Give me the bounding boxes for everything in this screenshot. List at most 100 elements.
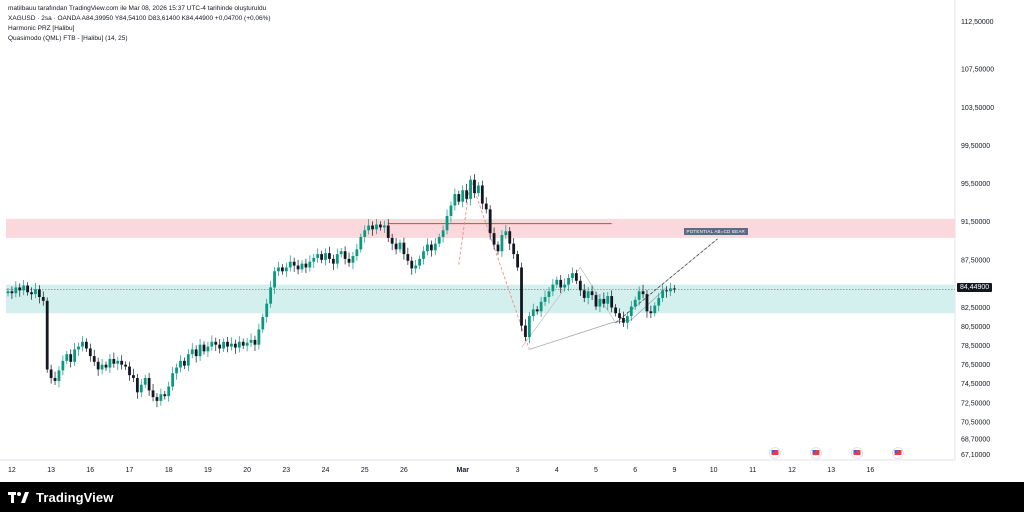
candle[interactable] [563,284,567,288]
candle[interactable] [112,358,116,364]
candle[interactable] [147,378,151,391]
candle[interactable] [520,267,523,326]
candle[interactable] [429,244,433,251]
candle[interactable] [355,249,359,257]
candle[interactable] [402,242,406,255]
candle[interactable] [516,254,519,268]
candle[interactable] [351,256,355,263]
candle[interactable] [590,291,594,296]
candle[interactable] [610,296,614,308]
candle[interactable] [633,299,637,307]
candle[interactable] [618,313,621,318]
candle[interactable] [661,290,665,298]
candle[interactable] [132,375,135,379]
candle[interactable] [645,294,649,312]
candle[interactable] [371,225,374,230]
candle[interactable] [339,251,343,255]
candle[interactable] [496,244,500,252]
candle[interactable] [85,341,88,349]
candle[interactable] [551,284,555,292]
candle[interactable] [473,179,476,194]
candle[interactable] [379,224,382,228]
candle[interactable] [441,230,445,237]
candle[interactable] [524,325,527,338]
candle[interactable] [504,231,508,236]
candle[interactable] [49,369,53,379]
candle[interactable] [586,291,590,298]
candle[interactable] [30,292,33,295]
candle[interactable] [65,354,69,361]
candle[interactable] [198,344,202,357]
candle[interactable] [128,366,131,376]
candle[interactable] [143,378,147,385]
candle[interactable] [653,305,657,314]
candle[interactable] [249,339,253,343]
indicator-harmonic-prz[interactable]: Harmonic PRZ [Halibu] [8,25,75,32]
candle[interactable] [445,215,449,231]
abcd-note-label[interactable]: POTENTIAL AB=CD BEAR [683,227,748,235]
candle[interactable] [237,341,241,348]
candle[interactable] [18,287,22,291]
candle[interactable] [320,254,323,260]
candle[interactable] [175,367,178,374]
candle[interactable] [179,360,182,368]
candle[interactable] [22,285,26,291]
candle[interactable] [575,273,578,281]
candle[interactable] [163,394,167,397]
candle[interactable] [316,254,320,258]
candle[interactable] [151,390,155,398]
candle[interactable] [257,329,261,345]
candle[interactable] [281,267,284,272]
candle[interactable] [312,257,316,262]
candle[interactable] [433,243,437,251]
candle[interactable] [669,288,672,292]
candle[interactable] [673,288,676,290]
candle[interactable] [292,261,296,266]
candle[interactable] [512,243,516,255]
candle[interactable] [641,291,645,295]
candle[interactable] [108,358,112,368]
candle[interactable] [202,344,206,352]
candle[interactable] [649,311,653,314]
candle[interactable] [230,343,233,347]
candle[interactable] [139,384,143,393]
candle[interactable] [120,360,124,365]
candle[interactable] [284,267,288,272]
candle[interactable] [578,280,582,291]
candle[interactable] [539,301,543,312]
candle[interactable] [386,225,390,238]
candle[interactable] [343,251,347,259]
candle[interactable] [226,341,229,347]
candle[interactable] [657,297,661,306]
candle[interactable] [382,225,386,228]
candle[interactable] [484,203,488,210]
candle[interactable] [335,254,339,264]
candle[interactable] [437,236,441,244]
candle[interactable] [414,265,418,269]
candle[interactable] [77,346,80,350]
candle[interactable] [245,342,249,346]
candle[interactable] [92,356,96,362]
candle[interactable] [347,258,351,263]
candle[interactable] [394,243,398,250]
candle[interactable] [288,261,292,268]
candle[interactable] [359,236,363,250]
candle[interactable] [265,303,269,318]
candle[interactable] [206,346,210,352]
candle[interactable] [37,289,41,298]
candle[interactable] [567,277,570,285]
candle[interactable] [531,309,535,317]
candle[interactable] [81,341,84,347]
candle[interactable] [57,370,61,381]
candle[interactable] [602,298,606,304]
candle[interactable] [457,194,461,202]
candle[interactable] [637,291,641,300]
brand[interactable]: TradingView [8,490,113,505]
candle[interactable] [469,179,472,199]
candle[interactable] [190,349,194,355]
candle[interactable] [422,251,425,259]
candle[interactable] [465,190,469,199]
candle[interactable] [300,263,304,270]
candle[interactable] [6,291,10,294]
candle[interactable] [45,300,49,370]
